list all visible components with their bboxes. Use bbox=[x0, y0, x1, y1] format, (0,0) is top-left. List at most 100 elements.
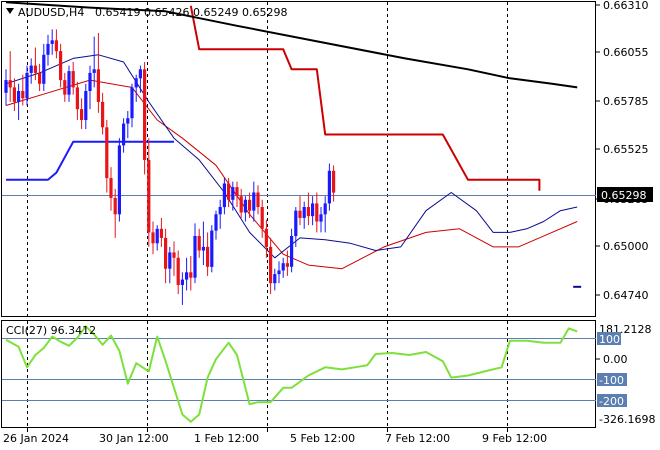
candle-body bbox=[42, 54, 46, 84]
candle-body bbox=[256, 192, 260, 207]
blue-moving-average bbox=[5, 54, 578, 259]
candle-body bbox=[185, 272, 189, 280]
candle-body bbox=[168, 252, 172, 269]
cci-levels bbox=[2, 338, 596, 401]
blue-ma-segment bbox=[5, 54, 578, 259]
candle-body bbox=[63, 80, 67, 95]
price-axis: 0.66310 0.66055 0.65785 0.65525 0.65265 … bbox=[596, 0, 649, 302]
candle-body bbox=[109, 178, 113, 198]
time-label: 5 Feb 12:00 bbox=[290, 432, 355, 445]
candle-body bbox=[311, 203, 315, 217]
candle-body bbox=[235, 187, 239, 197]
candle-body bbox=[206, 246, 210, 267]
candle-body bbox=[38, 72, 42, 84]
candle-body bbox=[59, 51, 63, 81]
triangle-down-icon[interactable] bbox=[6, 8, 14, 14]
candle-body bbox=[248, 199, 252, 211]
price-tick: 0.64740 bbox=[603, 289, 649, 302]
candle-body bbox=[8, 80, 12, 88]
candle-body bbox=[294, 210, 298, 237]
time-label: 9 Feb 12:00 bbox=[482, 432, 547, 445]
candle-body bbox=[302, 207, 306, 218]
price-tick: 0.65525 bbox=[603, 143, 649, 156]
cci-segment bbox=[5, 325, 578, 423]
red-ma-segment bbox=[5, 79, 578, 270]
cci-level-100: 100 bbox=[599, 333, 620, 346]
candle-body bbox=[323, 203, 327, 215]
candle-body bbox=[189, 272, 193, 278]
candle-body bbox=[92, 69, 96, 73]
candle-body bbox=[172, 252, 176, 258]
price-tick: 0.66055 bbox=[603, 46, 649, 59]
candle-body bbox=[25, 72, 29, 99]
cci-level-neg200: -200 bbox=[599, 395, 624, 408]
candle-body bbox=[222, 183, 226, 208]
candle-body bbox=[75, 87, 79, 110]
candle-body bbox=[327, 170, 331, 204]
candle-body bbox=[273, 274, 277, 284]
cci-level-neg100: -100 bbox=[599, 374, 624, 387]
black-ma-segment bbox=[5, 1, 578, 89]
candle-body bbox=[264, 228, 268, 247]
candle-body bbox=[277, 270, 281, 275]
time-label: 7 Feb 12:00 bbox=[385, 432, 450, 445]
cci-line bbox=[5, 325, 578, 423]
time-label: 1 Feb 12:00 bbox=[194, 432, 259, 445]
candle-body bbox=[12, 87, 16, 102]
candle-body bbox=[117, 145, 121, 215]
cci-level-neg100-tag bbox=[597, 373, 627, 386]
candle-body bbox=[101, 101, 105, 128]
ohlc-values: 0.65419 0.65426 0.65249 0.65298 bbox=[95, 6, 287, 19]
upper-step-line bbox=[189, 5, 541, 191]
candle-body bbox=[67, 71, 71, 95]
candle-body bbox=[227, 183, 231, 200]
candle-body bbox=[243, 199, 247, 213]
candle-body bbox=[71, 71, 75, 88]
candle-body bbox=[298, 210, 302, 218]
cci-min-label: -326.1698 bbox=[599, 413, 655, 426]
upper-step-segment bbox=[189, 5, 541, 191]
candle-body bbox=[29, 65, 33, 73]
candle-body bbox=[260, 207, 264, 229]
candle-body bbox=[197, 236, 201, 251]
current-price-value: 0.65298 bbox=[601, 189, 647, 202]
cci-level-0: 0.00 bbox=[603, 353, 628, 366]
candle-body bbox=[159, 228, 163, 238]
cci-level-100-tag bbox=[597, 332, 621, 345]
candle-body bbox=[239, 196, 243, 213]
time-label: 30 Jan 12:00 bbox=[99, 432, 169, 445]
price-tick: 0.65785 bbox=[603, 95, 649, 108]
candle-body bbox=[21, 91, 25, 99]
candle-body bbox=[4, 80, 8, 93]
candle-body bbox=[105, 127, 109, 179]
current-price-tag: 0.65298 bbox=[597, 187, 653, 202]
price-tick: 0.66310 bbox=[603, 0, 649, 12]
candle-body bbox=[319, 214, 323, 222]
candle-body bbox=[50, 40, 54, 44]
candle-body bbox=[218, 207, 222, 215]
candle-body bbox=[80, 109, 84, 120]
cci-label: CCI(27) 96.3412 bbox=[6, 324, 96, 337]
candle-body bbox=[290, 236, 294, 267]
candle-body bbox=[134, 78, 138, 88]
price-tick: 0.65000 bbox=[603, 240, 649, 253]
candles bbox=[4, 29, 336, 305]
candle-body bbox=[84, 91, 88, 120]
candle-body bbox=[201, 246, 205, 251]
candle-body bbox=[180, 279, 184, 285]
time-axis: 26 Jan 2024 30 Jan 12:00 1 Feb 12:00 5 F… bbox=[3, 428, 547, 445]
candle-body bbox=[252, 192, 256, 211]
candle-body bbox=[122, 123, 126, 146]
black-moving-average bbox=[5, 1, 578, 89]
candle-body bbox=[54, 40, 58, 52]
main-panel-frame bbox=[1, 1, 596, 317]
candle-body bbox=[269, 246, 273, 284]
candle-body bbox=[210, 230, 214, 267]
red-moving-average bbox=[5, 79, 578, 270]
candle-body bbox=[88, 72, 92, 91]
candle-body bbox=[193, 236, 197, 278]
candle-body bbox=[315, 203, 319, 222]
candle-body bbox=[138, 69, 142, 79]
candle-body bbox=[151, 232, 155, 244]
